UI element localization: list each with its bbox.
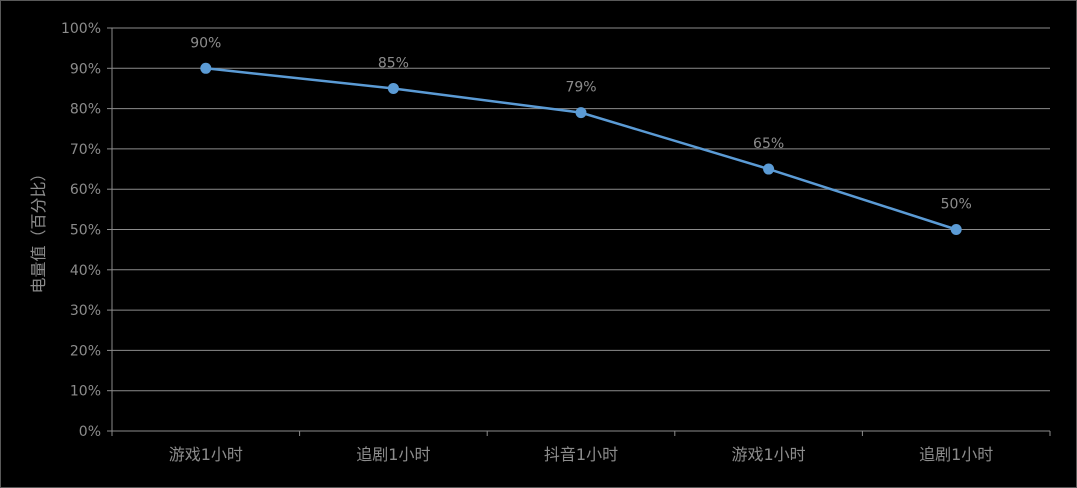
data-label: 90% — [190, 35, 221, 51]
data-point — [575, 107, 587, 119]
data-point — [763, 163, 775, 175]
y-tick-label: 90% — [70, 61, 101, 77]
data-label: 79% — [565, 80, 596, 96]
y-tick-label: 100% — [61, 21, 101, 37]
y-tick-labels: 0% 10% 20% 30% 40% 50% 60% 70% 80% 90% 100% — [61, 21, 101, 440]
data-label: 65% — [753, 136, 784, 152]
x-tick-label: 游戏1小时 — [732, 445, 806, 464]
y-tick-label: 80% — [70, 102, 101, 118]
y-tick-label: 10% — [70, 384, 101, 400]
x-tick-label: 追剧1小时 — [919, 445, 993, 464]
data-point — [387, 82, 399, 94]
y-axis-title: 电量值（百分比） — [29, 165, 48, 293]
data-label: 50% — [941, 197, 972, 213]
y-tick-label: 60% — [70, 182, 101, 198]
x-tick-label: 追剧1小时 — [356, 445, 430, 464]
data-point — [950, 224, 962, 235]
y-tick-label: 0% — [79, 424, 101, 440]
y-tick-label: 40% — [70, 263, 101, 279]
y-tick-label: 20% — [70, 343, 101, 359]
data-point — [200, 62, 212, 74]
gridlines — [112, 27, 1050, 392]
x-tick-labels: 游戏1小时 追剧1小时 抖音1小时 游戏1小时 追剧1小时 — [169, 445, 994, 464]
data-label: 85% — [378, 55, 409, 71]
y-tick-label: 70% — [70, 142, 101, 158]
data-points — [200, 62, 962, 235]
axes — [107, 27, 1051, 436]
x-tick-label: 游戏1小时 — [169, 445, 243, 464]
data-labels: 90% 85% 79% 65% 50% — [190, 35, 972, 212]
x-tick-label: 抖音1小时 — [544, 445, 618, 464]
y-tick-label: 50% — [70, 223, 101, 239]
y-tick-label: 30% — [70, 303, 101, 319]
